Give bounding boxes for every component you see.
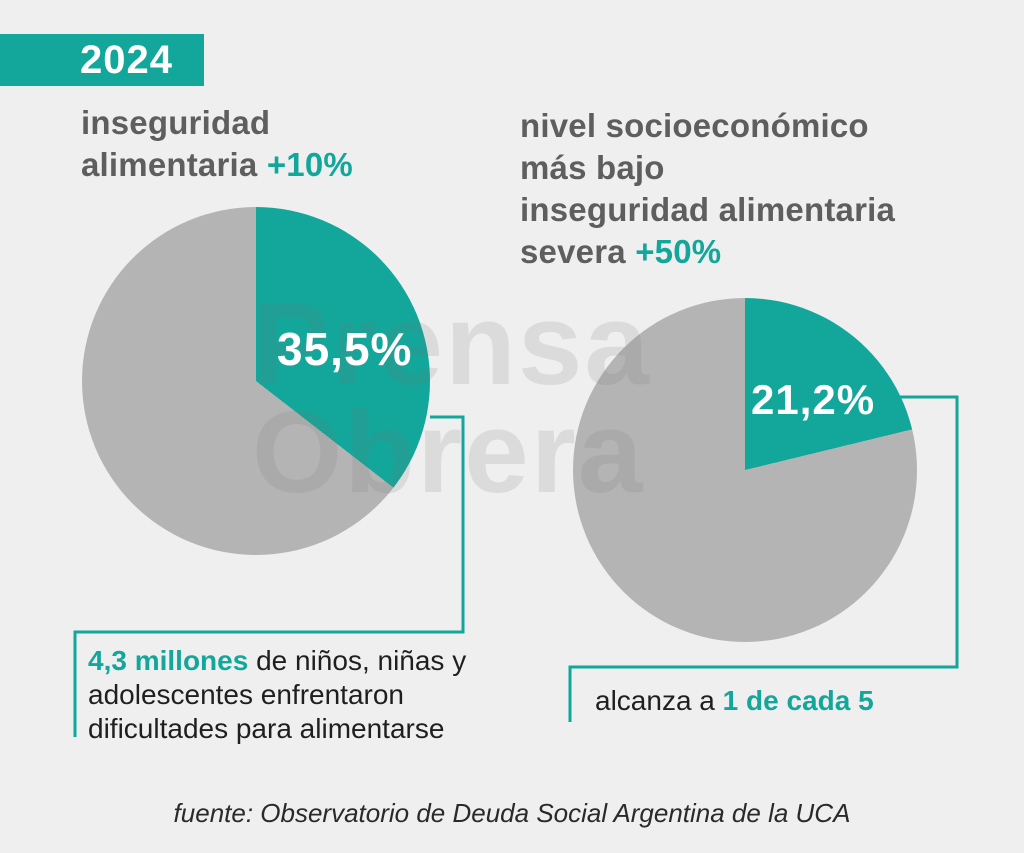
source-credit: fuente: Observatorio de Deuda Social Arg…	[173, 798, 851, 828]
right-chart-accent: +50%	[635, 233, 722, 270]
right-chart-title-line3: inseguridad alimentaria	[520, 191, 896, 228]
year-badge-label: 2024	[80, 37, 173, 82]
right-annotation-highlight: 1 de cada 5	[722, 685, 874, 716]
left-chart-title: inseguridad alimentaria +10%	[81, 102, 353, 186]
left-annotation: 4,3 millones de niños, niñas y adolescen…	[88, 644, 466, 746]
right-pie-value-label: 21,2%	[751, 376, 876, 423]
left-chart-accent: +10%	[266, 146, 353, 183]
right-chart-title-line2: más bajo	[520, 149, 665, 186]
right-annotation: alcanza a 1 de cada 5	[595, 684, 874, 718]
pie-chart-severe-food-insecurity	[573, 298, 917, 642]
right-annotation-prefix: alcanza a	[595, 685, 715, 716]
left-annotation-line1: 4,3 millones de niños, niñas y	[88, 645, 467, 676]
left-pie-value-label: 35,5%	[277, 323, 413, 375]
right-chart-title: nivel socioeconómico más bajo insegurida…	[520, 105, 895, 273]
left-chart-title-line1: inseguridad	[81, 104, 271, 141]
left-annotation-line2: adolescentes enfrentaron	[88, 679, 404, 710]
left-annotation-line3: dificultades para alimentarse	[88, 713, 445, 744]
year-badge: 2024	[0, 34, 204, 86]
pie-chart-food-insecurity	[82, 207, 430, 555]
left-chart-title-line2: alimentaria +10%	[81, 146, 353, 183]
right-chart-title-line4: severa +50%	[520, 233, 722, 270]
right-chart-title-line1: nivel socioeconómico	[520, 107, 869, 144]
left-annotation-highlight: 4,3 millones	[88, 645, 249, 676]
